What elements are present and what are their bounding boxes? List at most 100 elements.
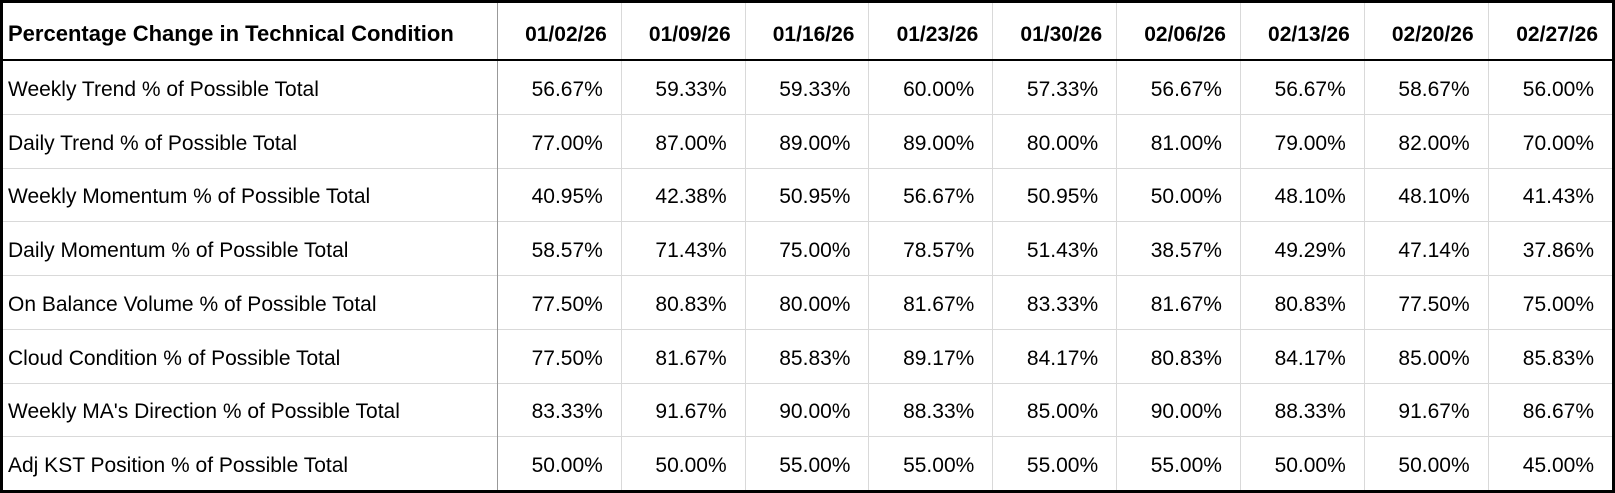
value-cell: 48.10% <box>1239 167 1365 222</box>
value-cell: 50.95% <box>744 167 869 222</box>
table-row: Daily Momentum % of Possible Total 58.57%… <box>3 221 1612 276</box>
value-cell: 40.95% <box>497 167 622 222</box>
value-cell: 85.00% <box>992 382 1117 437</box>
value-cell: 56.67% <box>1116 60 1241 115</box>
value-cell: 84.17% <box>992 328 1117 384</box>
value-cell: 38.57% <box>1116 221 1241 276</box>
value-cell: 85.00% <box>1363 328 1489 384</box>
value-cell: 55.00% <box>992 436 1117 490</box>
date-column-header: 01/23/26 <box>868 3 993 61</box>
value-cell: 80.00% <box>744 275 869 330</box>
date-column-header: 01/16/26 <box>744 3 869 61</box>
value-cell: 41.43% <box>1487 167 1612 222</box>
value-cell: 91.67% <box>620 382 746 437</box>
value-cell: 55.00% <box>744 436 869 490</box>
value-cell: 56.67% <box>531 77 603 101</box>
value-cell: 58.57% <box>497 221 622 276</box>
value-cell: 81.67% <box>868 275 993 330</box>
value-cell: 58.67% <box>1363 60 1489 115</box>
value-cell: 50.00% <box>1116 167 1241 222</box>
date-column-header: 02/06/26 <box>1116 3 1241 61</box>
value-cell: 80.83% <box>1116 328 1241 384</box>
row-label: Daily Momentum % of Possible Total <box>3 221 498 276</box>
value-cell: 89.00% <box>744 113 869 169</box>
value-cell: 55.00% <box>1116 436 1241 490</box>
value-cell: 83.33% <box>992 275 1117 330</box>
value-cell: 71.43% <box>620 221 746 276</box>
value-cell: 56.67% <box>1239 60 1365 115</box>
value-cell: 88.33% <box>868 382 993 437</box>
date-column-header: 01/30/26 <box>992 3 1117 61</box>
value-cell: 60.00% <box>868 60 993 115</box>
value-cell: 77.00% <box>497 113 622 169</box>
value-cell: 88.33% <box>1239 382 1365 437</box>
value-cell: 85.83% <box>744 328 869 384</box>
value-cell: 83.33% <box>497 382 622 437</box>
value-cell: 75.00% <box>744 221 869 276</box>
value-cell: 77.50% <box>497 275 622 330</box>
row-label: Weekly MA's Direction % of Possible Tota… <box>3 382 498 437</box>
date-column-header: 02/13/26 <box>1239 3 1365 61</box>
value-cell: 59.33% <box>620 60 746 115</box>
value-cell: 84.17% <box>1239 328 1365 384</box>
row-label: Cloud Condition % of Possible Total <box>3 328 498 384</box>
value-cell: 50.95% <box>992 167 1117 222</box>
value-cell: 80.83% <box>1239 275 1365 330</box>
value-cell: 80.83% <box>620 275 746 330</box>
date-column-header: 01/02/26 <box>497 3 622 61</box>
value-cell: 85.83% <box>1487 328 1612 384</box>
value-cell: 90.00% <box>744 382 869 437</box>
value-cell: 56.67% <box>868 167 993 222</box>
value-cell: 90.00% <box>1116 382 1241 437</box>
value-cell: 51.43% <box>992 221 1117 276</box>
table-row: On Balance Volume % of Possible Total 77.… <box>3 275 1612 330</box>
date-column-header: 02/27/26 <box>1487 3 1612 61</box>
value-cell: 42.38% <box>620 167 746 222</box>
value-cell: 91.67% <box>1363 382 1489 437</box>
table-row: Adj KST Position % of Possible Total 50.0… <box>3 436 1612 490</box>
value-cell: 77.50% <box>1363 275 1489 330</box>
value-cell: 86.67% <box>1487 382 1612 437</box>
value-cell: 80.00% <box>992 113 1117 169</box>
value-cell: 75.00% <box>1487 275 1612 330</box>
value-cell: 37.86% <box>1487 221 1612 276</box>
value-cell: 89.00% <box>868 113 993 169</box>
row-label: Adj KST Position % of Possible Total <box>3 436 498 490</box>
table-row: Daily Trend % of Possible Total 77.00% 87.… <box>3 113 1612 169</box>
value-cell: 47.14% <box>1363 221 1489 276</box>
value-cell: 57.33% <box>992 60 1117 115</box>
value-cell: 81.67% <box>620 328 746 384</box>
table-row: Weekly Momentum % of Possible Total 40.95… <box>3 167 1612 222</box>
value-cell: 50.00% <box>1363 436 1489 490</box>
row-label: Weekly Trend % of Possible Total <box>3 60 498 115</box>
table-row: Weekly MA's Direction % of Possible Tota… <box>3 382 1612 437</box>
row-label: On Balance Volume % of Possible Total <box>3 275 498 330</box>
header-row: Percentage Change in Technical Condition… <box>3 3 1612 61</box>
value-cell: 56.00% <box>1487 60 1612 115</box>
value-cell: 50.00% <box>1239 436 1365 490</box>
value-cell: 55.00% <box>868 436 993 490</box>
date-column-header: 01/09/26 <box>620 3 746 61</box>
value-cell: 78.57% <box>868 221 993 276</box>
table-title: Percentage Change in Technical Condition <box>3 3 498 61</box>
value-cell: 50.00% <box>620 436 746 490</box>
value-cell: 77.50% <box>497 328 622 384</box>
value-cell: 82.00% <box>1363 113 1489 169</box>
value-cell: 70.00% <box>1487 113 1612 169</box>
row-label: Weekly Momentum % of Possible Total <box>3 167 498 222</box>
date-column-header: 02/20/26 <box>1363 3 1489 61</box>
value-cell: 81.00% <box>1116 113 1241 169</box>
table-row: Weekly Trend % of Possible Total 56.67% 59… <box>3 60 1612 115</box>
value-cell: 89.17% <box>868 328 993 384</box>
table-row: Cloud Condition % of Possible Total 77.50… <box>3 328 1612 384</box>
value-cell: 59.33% <box>744 60 869 115</box>
value-cell: 45.00% <box>1487 436 1612 490</box>
value-cell: 50.00% <box>497 436 622 490</box>
value-cell: 49.29% <box>1239 221 1365 276</box>
value-cell: 87.00% <box>620 113 746 169</box>
value-cell: 81.67% <box>1116 275 1241 330</box>
value-cell: 79.00% <box>1239 113 1365 169</box>
technical-condition-table: Percentage Change in Technical Condition… <box>3 3 1612 490</box>
row-label: Daily Trend % of Possible Total <box>3 113 498 169</box>
